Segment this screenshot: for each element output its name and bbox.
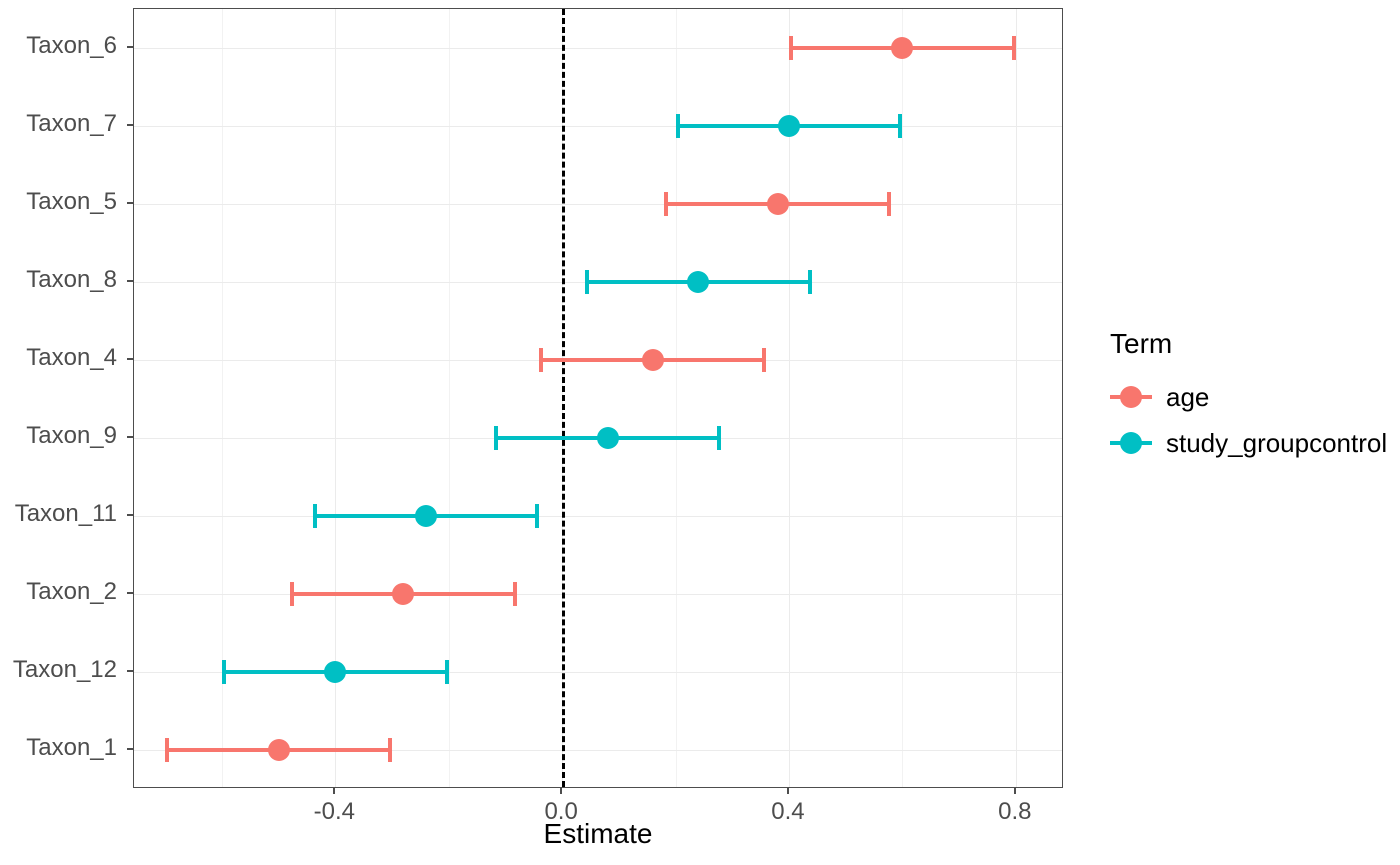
interval-row[interactable] [134,418,1062,458]
y-axis-tick-label: Taxon_12 [12,656,117,683]
legend-key-swatch [1108,374,1154,420]
error-bar-cap-low [539,348,544,372]
legend-item-label: study_groupcontrol [1166,428,1388,458]
plot-panel [133,8,1063,788]
legend-item-label: age [1166,382,1210,412]
vertical-gridline-major [335,9,337,787]
y-axis-tick-mark [127,202,133,204]
error-bar-cap-high [444,660,449,684]
y-axis-tick-label: Taxon_11 [14,500,117,527]
interval-row[interactable] [134,652,1062,692]
y-axis-tick-label: Taxon_7 [26,110,117,137]
legend-key-swatch [1108,420,1154,466]
x-axis-tick-mark [560,788,563,794]
y-axis-tick-mark [127,592,133,594]
horizontal-gridline-major [134,516,1062,517]
error-bar-cap-low [165,738,170,762]
horizontal-gridline-major [134,750,1062,751]
estimate-point[interactable] [267,739,290,761]
horizontal-gridline-major [134,672,1062,673]
y-axis-tick-mark [127,46,133,48]
interval-row[interactable] [134,106,1062,146]
error-bar-cap-high [512,582,517,606]
y-axis-tick-mark [127,514,133,516]
horizontal-gridline-major [134,48,1062,49]
y-axis-tick-mark [127,124,133,126]
estimate-point[interactable] [766,193,789,215]
y-axis-tick-label: Taxon_1 [26,734,117,761]
x-axis-tick-label: -0.4 [313,798,355,825]
error-bar-cap-high [716,426,721,450]
interval-row[interactable] [134,574,1062,614]
error-bar-cap-low [584,270,589,294]
y-axis-tick-mark [127,436,133,438]
estimate-point[interactable] [392,583,415,605]
error-bar-cap-low [312,504,317,528]
y-axis-tick-label: Taxon_8 [26,266,117,293]
horizontal-gridline-major [134,126,1062,127]
interval-row[interactable] [134,730,1062,770]
estimate-point[interactable] [777,115,800,137]
vertical-gridline-major [788,9,790,787]
legend: Term age study_groupcontrol [1108,330,1398,466]
y-axis-tick-label: Taxon_4 [26,344,117,371]
horizontal-gridline-major [134,594,1062,595]
error-bar-cap-high [762,348,767,372]
error-bar-cap-low [788,36,793,60]
estimate-point[interactable] [641,349,664,371]
estimate-point[interactable] [687,271,710,293]
x-axis-tick-label: 0.8 [998,798,1032,825]
x-axis-tick-mark [1013,788,1016,794]
legend-key-dot [1120,432,1142,454]
x-axis-tick-mark [786,788,789,794]
estimate-point[interactable] [415,505,438,527]
zero-line [562,9,566,787]
x-axis-title: Estimate [543,818,653,849]
estimate-point[interactable] [891,37,914,59]
legend-item-age[interactable]: age [1108,374,1398,420]
error-bar-cap-low [664,192,669,216]
error-bar-cap-low [675,114,680,138]
y-axis-tick-mark [127,748,133,750]
interval-row[interactable] [134,262,1062,302]
legend-title: Term [1110,328,1173,359]
y-axis-tick-mark [127,358,133,360]
error-bar-cap-high [807,270,812,294]
interval-row[interactable] [134,340,1062,380]
vertical-gridline-minor [675,9,677,787]
error-bar-cap-high [388,738,393,762]
vertical-gridline-minor [902,9,904,787]
error-bar-cap-high [1011,36,1016,60]
error-bar-cap-low [289,582,294,606]
error-bar-cap-high [535,504,540,528]
horizontal-gridline-major [134,204,1062,205]
interval-row[interactable] [134,184,1062,224]
y-axis-tick-label: Taxon_5 [26,188,117,215]
x-axis-tick-label: 0.4 [771,798,805,825]
y-axis-tick-label: Taxon_2 [26,578,117,605]
error-bar-cap-low [494,426,499,450]
vertical-gridline-minor [448,9,450,787]
error-bar-cap-low [221,660,226,684]
x-axis-tick-label: 0.0 [544,798,578,825]
interval-row[interactable] [134,496,1062,536]
error-bar-cap-high [887,192,892,216]
legend-items: age study_groupcontrol [1108,374,1398,466]
y-axis-tick-mark [127,670,133,672]
x-axis-tick-mark [333,788,336,794]
legend-key-dot [1120,386,1142,408]
y-axis-tick-mark [127,280,133,282]
vertical-gridline-major [1015,9,1017,787]
interval-row[interactable] [134,28,1062,68]
legend-item-study_groupcontrol[interactable]: study_groupcontrol [1108,420,1398,466]
plot-panel-wrapper [133,8,1063,788]
estimate-point[interactable] [324,661,347,683]
y-axis-tick-label: Taxon_9 [26,422,117,449]
error-bar-cap-high [898,114,903,138]
estimate-point[interactable] [596,427,619,449]
vertical-gridline-minor [221,9,223,787]
y-axis-tick-label: Taxon_6 [26,32,117,59]
